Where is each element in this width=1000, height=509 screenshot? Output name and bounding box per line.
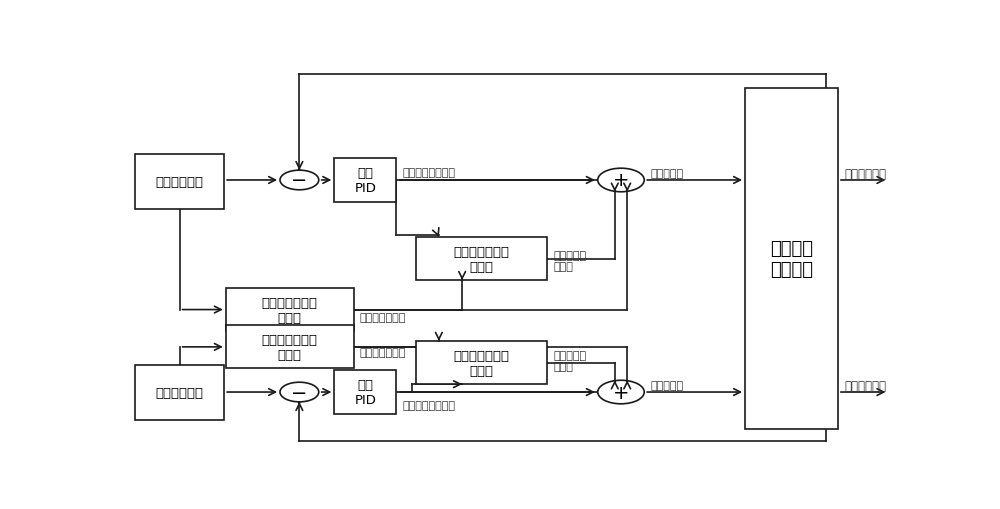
Text: +: + xyxy=(613,383,629,402)
Text: −: − xyxy=(291,171,308,190)
Circle shape xyxy=(280,171,319,190)
Text: 目标空气压力: 目标空气压力 xyxy=(156,176,204,189)
Text: 节流阀开度
修正值: 节流阀开度 修正值 xyxy=(554,350,587,372)
Text: 空压机转速
修正值: 空压机转速 修正值 xyxy=(554,250,587,272)
Text: 流量
PID: 流量 PID xyxy=(354,378,376,406)
Text: 转速对开度修正
标定表: 转速对开度修正 标定表 xyxy=(454,349,510,377)
Bar xyxy=(416,237,547,280)
Text: +: + xyxy=(613,171,629,190)
Circle shape xyxy=(280,382,319,402)
Text: 前馈空压机转速: 前馈空压机转速 xyxy=(359,347,405,357)
Text: 空气入堆压力: 空气入堆压力 xyxy=(844,167,886,181)
Text: 前馈节流阀开度: 前馈节流阀开度 xyxy=(359,312,405,322)
Bar xyxy=(334,371,396,414)
Text: 空压机转速: 空压机转速 xyxy=(650,381,684,390)
Bar xyxy=(745,89,838,430)
Text: 压力
PID: 压力 PID xyxy=(354,166,376,194)
Bar xyxy=(226,289,354,331)
Bar xyxy=(135,365,224,420)
Text: 空压机转速调整值: 空压机转速调整值 xyxy=(402,400,455,410)
Circle shape xyxy=(598,381,644,404)
Text: 开度对转速修正
标定表: 开度对转速修正 标定表 xyxy=(454,245,510,273)
Bar xyxy=(135,155,224,210)
Text: 空气入堆流量: 空气入堆流量 xyxy=(844,379,886,392)
Text: 前馈空压机转速
查询表: 前馈空压机转速 查询表 xyxy=(262,333,318,361)
Text: 前馈节流阀开度
查询表: 前馈节流阀开度 查询表 xyxy=(262,296,318,324)
Text: 燃料电池
空气系统: 燃料电池 空气系统 xyxy=(770,240,813,278)
Text: 节流阀开度: 节流阀开度 xyxy=(650,169,684,179)
Bar xyxy=(226,326,354,369)
Bar xyxy=(334,159,396,202)
Text: 目标空气流量: 目标空气流量 xyxy=(156,386,204,399)
Bar xyxy=(416,342,547,384)
Text: 节流阀开度调整值: 节流阀开度调整值 xyxy=(402,168,455,178)
Circle shape xyxy=(598,169,644,192)
Text: −: − xyxy=(291,383,308,402)
